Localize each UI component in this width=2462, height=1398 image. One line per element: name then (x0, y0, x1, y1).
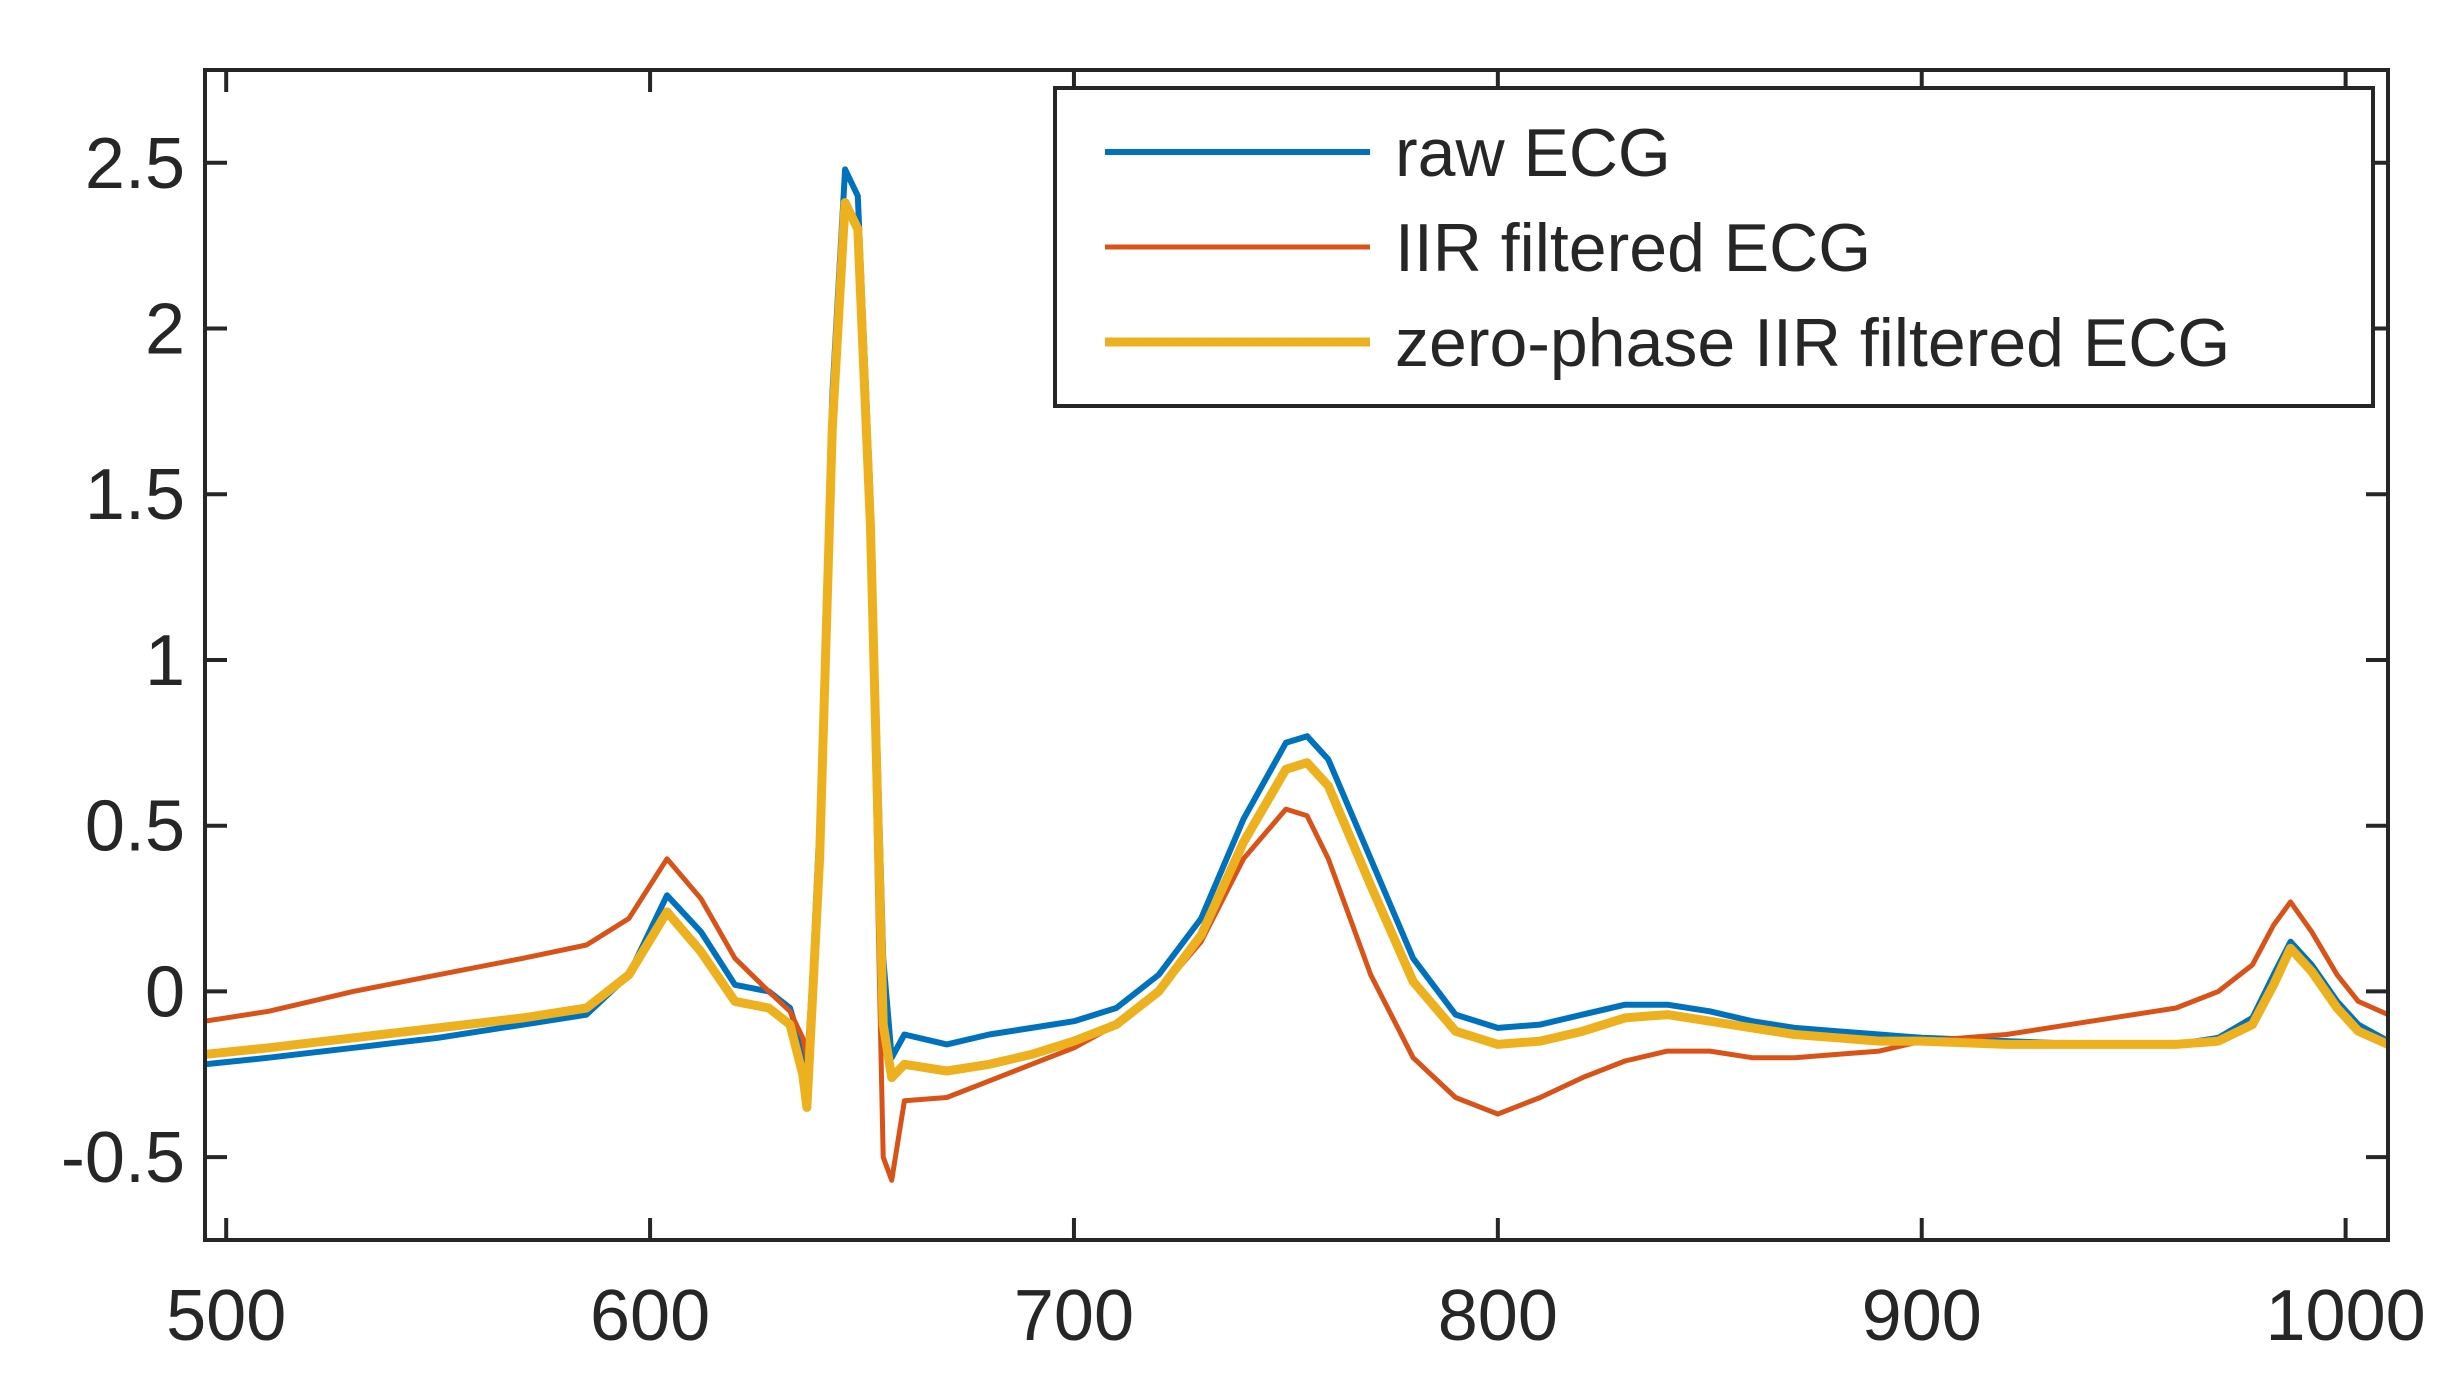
y-tick-label: 0 (145, 952, 185, 1032)
series-line-iir-filtered-ecg (205, 200, 2388, 1183)
legend-label: raw ECG (1395, 115, 1671, 191)
y-tick-label: 1.5 (85, 455, 185, 535)
x-tick-label: 500 (166, 1276, 286, 1356)
x-tick-label: 800 (1438, 1276, 1558, 1356)
y-tick-label: 2.5 (85, 124, 185, 204)
x-tick-label: 700 (1014, 1276, 1134, 1356)
axes-box (203, 68, 2390, 1242)
series-lines (205, 166, 2388, 1183)
legend-label: zero-phase IIR filtered ECG (1395, 305, 2230, 381)
y-tick-label: 2 (145, 290, 185, 370)
x-tick-label: 900 (1862, 1276, 1982, 1356)
y-tick-label: 1 (145, 621, 185, 701)
series-line-zero-phase-iir-filtered-ecg (205, 198, 2388, 1112)
legend: raw ECG IIR filtered ECG zero-phase IIR fi… (1053, 86, 2375, 408)
x-tick-label: 600 (590, 1276, 710, 1356)
legend-label: IIR filtered ECG (1395, 210, 1871, 286)
axes: 500 600 700 800 900 1000 -0.5 0 0.5 1 1.5 2 2.5 (61, 68, 2426, 1356)
y-tick-label: -0.5 (61, 1118, 185, 1198)
x-tick-label: 1000 (2266, 1276, 2426, 1356)
plot-area (205, 166, 2388, 1183)
y-tick-label: 0.5 (85, 787, 185, 867)
